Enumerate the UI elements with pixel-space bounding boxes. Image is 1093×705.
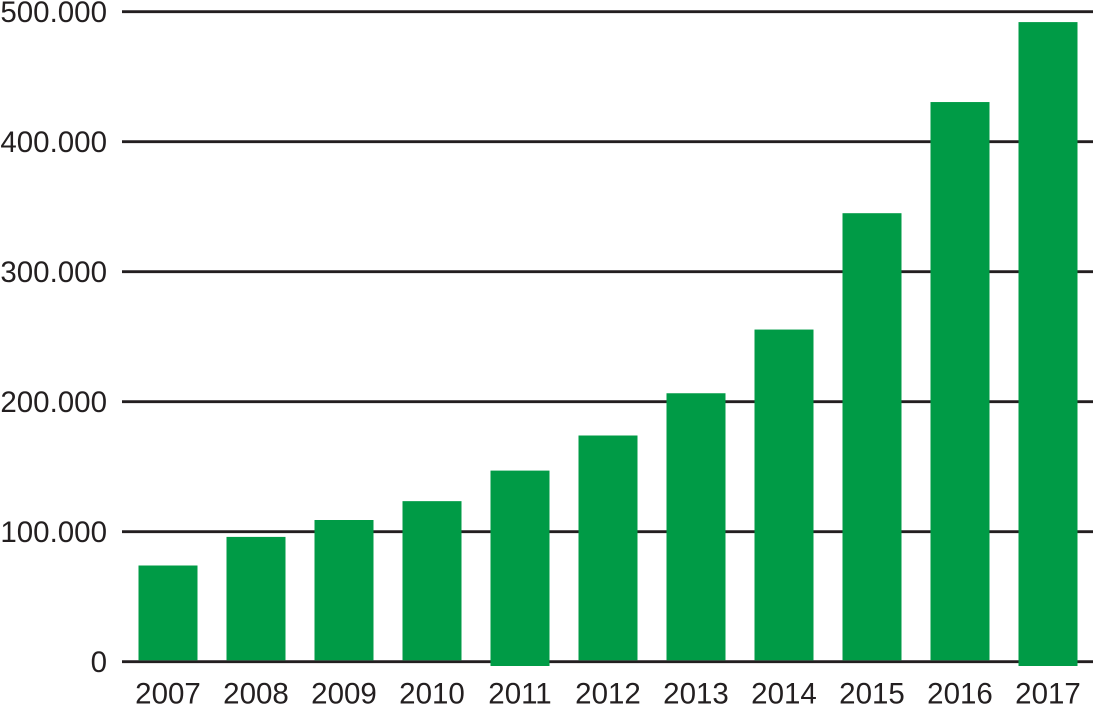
x-axis-tick-label: 2007 (135, 678, 201, 705)
x-axis-tick-label: 2016 (927, 678, 993, 705)
y-axis-tick-label: 300.000 (0, 256, 107, 289)
bar-2015 (842, 213, 902, 661)
x-axis-tick-label: 2011 (488, 678, 551, 705)
bar-2012 (578, 435, 638, 661)
x-axis-tick-label: 2008 (223, 678, 289, 705)
bar-2017 (1018, 22, 1078, 667)
x-axis-tick-label: 2017 (1015, 678, 1081, 705)
y-axis-tick-label: 200.000 (0, 386, 107, 419)
y-axis-tick-label: 100.000 (0, 516, 107, 549)
bar-2010 (402, 501, 462, 661)
x-axis-tick-label: 2012 (575, 678, 641, 705)
x-axis-tick-label: 2013 (663, 678, 729, 705)
bar-2011 (490, 470, 550, 666)
x-axis-tick-label: 2014 (751, 678, 817, 705)
bar-2008 (226, 536, 286, 661)
y-axis-tick-label: 400.000 (0, 126, 107, 159)
bar-2009 (314, 520, 374, 661)
bar-2016 (930, 102, 990, 661)
bar-2007 (138, 565, 198, 661)
y-axis-tick-label: 0 (91, 646, 107, 679)
bar-2014 (754, 329, 814, 661)
bar-2013 (666, 393, 726, 661)
x-axis-tick-label: 2010 (399, 678, 465, 705)
x-axis-tick-label: 2009 (311, 678, 377, 705)
x-axis-tick-label: 2015 (839, 678, 905, 705)
y-axis-tick-label: 500.000 (0, 0, 107, 29)
